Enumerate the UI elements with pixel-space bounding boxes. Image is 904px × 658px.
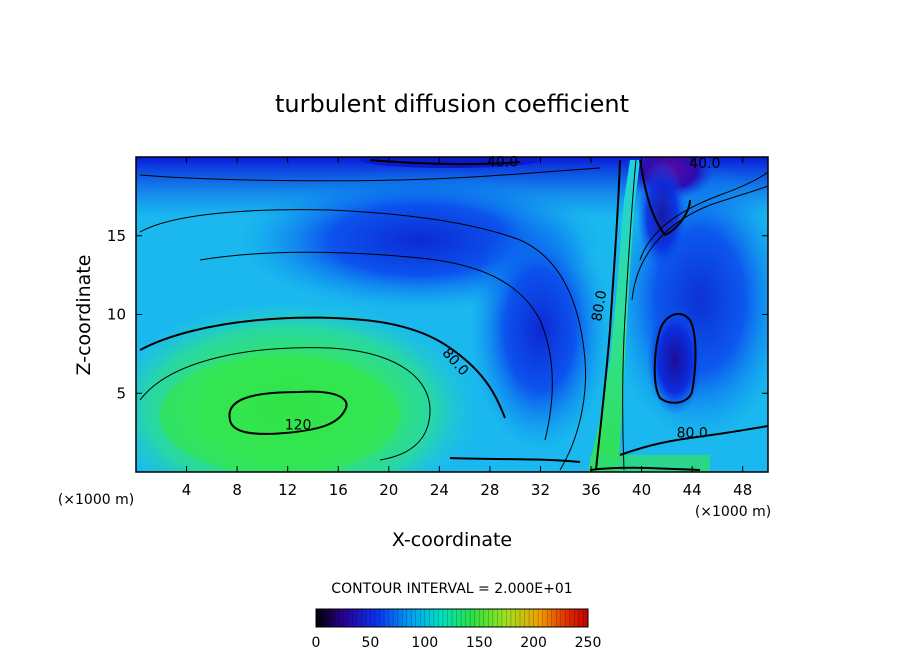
colorbar-tick-label: 150	[466, 635, 493, 651]
contour-label: 80.0	[677, 425, 708, 441]
contour-80-left	[139, 316, 506, 419]
contour-label: 40.0	[487, 154, 518, 170]
x-tick-label: 16	[329, 481, 348, 499]
x-tick-label: 44	[683, 481, 702, 499]
colorbar-tick-label: 250	[575, 635, 602, 651]
contour-right-wrap-b	[631, 185, 768, 301]
colorbar-frame	[315, 608, 589, 628]
x-tick-label: 12	[278, 481, 297, 499]
contour-60-upper	[139, 209, 586, 471]
contour-label: 120.	[285, 417, 316, 433]
colorbar-tick-label: 50	[361, 635, 379, 651]
y-tick-label: 15	[107, 227, 126, 245]
contour-label: 40.0	[689, 156, 720, 172]
x-unit-left: (×1000 m)	[58, 492, 134, 508]
contour-bottom-strip	[449, 457, 701, 471]
contour-60-top	[139, 167, 601, 182]
x-tick-label: 24	[430, 481, 449, 499]
colorbar-tick-label: 0	[312, 635, 321, 651]
contour-right-wrap	[639, 171, 768, 261]
x-tick-label: 36	[581, 481, 600, 499]
colorbar-tick-label: 100	[411, 635, 438, 651]
x-tick-label: 4	[182, 481, 192, 499]
colorbar-tick-label: 200	[520, 635, 547, 651]
x-axis: 4 8 12 16 20 24 28 32 36 40 44 48	[182, 157, 752, 499]
contour-interval-label: CONTOUR INTERVAL = 2.000E+01	[331, 581, 572, 597]
chart-title: turbulent diffusion coefficient	[275, 90, 629, 118]
colorbar-stripes	[320, 609, 584, 627]
y-axis: 5 10 15	[107, 227, 768, 402]
contour-120	[228, 390, 348, 435]
contour-80-right	[619, 425, 768, 456]
y-tick-label: 5	[116, 384, 126, 402]
contour-80-plume	[595, 159, 621, 471]
x-unit-right: (×1000 m)	[695, 504, 771, 520]
contour-label: 80.0	[589, 289, 610, 322]
x-tick-label: 28	[480, 481, 499, 499]
x-axis-label: X-coordinate	[392, 529, 512, 551]
contour-40-mid	[199, 251, 553, 441]
contour-80-plume-b	[622, 159, 637, 471]
contour-40-top	[369, 159, 521, 166]
contour-100	[139, 347, 431, 461]
y-axis-label: Z-coordinate	[73, 255, 95, 376]
contour-field	[136, 157, 768, 472]
contour-min-right	[653, 312, 697, 404]
x-tick-label: 32	[531, 481, 550, 499]
contour-40-topright	[639, 159, 691, 237]
colorbar-gradient	[316, 609, 588, 627]
colorbar-ticks: 0 50 100 150 200 250	[312, 635, 602, 651]
x-tick-label: 40	[632, 481, 651, 499]
x-tick-label: 20	[379, 481, 398, 499]
x-tick-label: 8	[232, 481, 242, 499]
colorbar: 0 50 100 150 200 250	[312, 608, 602, 651]
contour-lines	[139, 159, 768, 471]
x-tick-label: 48	[733, 481, 752, 499]
y-tick-label: 10	[107, 306, 126, 324]
